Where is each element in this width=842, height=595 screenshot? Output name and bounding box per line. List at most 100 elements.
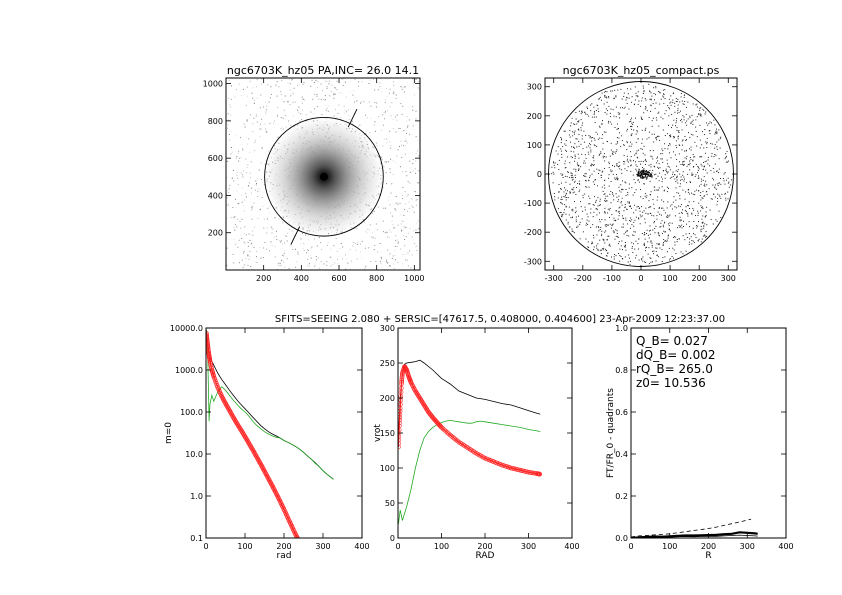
panel2-point [561, 203, 563, 205]
panel2-point [554, 199, 556, 201]
panel2-point [646, 195, 648, 197]
panel2-point [660, 176, 662, 178]
panel2-point [710, 198, 712, 200]
panel1-noise-pixel [340, 243, 342, 245]
panel1-noise-pixel [243, 210, 245, 212]
panel2-point [681, 118, 683, 120]
panel3-x-tick-label: 400 [354, 542, 369, 551]
panel1-noise-pixel [340, 92, 342, 94]
panel2-point [627, 201, 629, 203]
panel2-point [599, 229, 601, 231]
panel2-point [568, 226, 570, 228]
panel2-point [667, 171, 669, 173]
panel2-point [627, 93, 629, 95]
panel1-noise-pixel [381, 91, 383, 93]
panel1-noise-pixel [414, 191, 416, 193]
panel2-point [664, 221, 666, 223]
panel2-point [701, 238, 703, 240]
panel1-noise-pixel [319, 267, 321, 269]
panel1-noise-pixel [276, 85, 278, 87]
panel2-point [664, 256, 666, 258]
panel1-noise-pixel [401, 88, 403, 90]
panel1-noise-pixel [369, 79, 371, 81]
panel2-point [585, 180, 587, 182]
panel2-point [578, 180, 580, 182]
panel2-point [615, 95, 617, 97]
panel2-point [598, 204, 600, 206]
panel1-noise-pixel [301, 109, 303, 111]
panel2-point [589, 203, 591, 205]
panel1-noise-pixel [403, 130, 405, 132]
panel2-point [702, 168, 704, 170]
panel2-point [696, 227, 698, 229]
panel2-point [583, 141, 585, 143]
panel2-point [626, 113, 628, 115]
panel2-point [692, 227, 694, 229]
panel1-noise-pixel [386, 232, 388, 234]
panel1-noise-pixel [384, 101, 386, 103]
panel1-noise-pixel [383, 111, 385, 113]
panel2-point [616, 196, 618, 198]
panel1-noise-pixel [345, 258, 347, 260]
panel1-noise-pixel [298, 106, 300, 108]
panel2-point [621, 169, 623, 171]
panel2-point [693, 201, 695, 203]
panel1-noise-pixel [417, 87, 419, 89]
panel2-point [605, 91, 607, 93]
panel4-x-tick-label: 300 [521, 542, 536, 551]
panel2-point [605, 226, 607, 228]
panel4-series-marker-2 [443, 428, 449, 434]
panel2-point [709, 132, 711, 134]
panel2-point [691, 212, 693, 214]
panel2-point [718, 168, 720, 170]
panel2-point [702, 108, 704, 110]
panel2-point [682, 174, 684, 176]
panel2-point [688, 148, 690, 150]
panel2-point [709, 165, 711, 167]
panel2-point [659, 92, 661, 94]
panel3-series-marker-2 [249, 445, 254, 451]
panel2-point [654, 227, 656, 229]
panel1-noise-pixel [300, 243, 302, 245]
panel1-noise-pixel [406, 120, 408, 122]
panel1-noise-pixel [328, 83, 330, 85]
panel2-point [633, 212, 635, 214]
panel2-point [675, 125, 677, 127]
panel1-noise-pixel [276, 115, 278, 117]
panel2-point [557, 197, 559, 199]
panel1-noise-pixel [306, 265, 308, 267]
panel4-series-marker-2 [398, 417, 402, 423]
panel2-point [593, 246, 595, 248]
panel2-point [653, 221, 655, 223]
panel2-point [626, 234, 628, 236]
panel2-point [651, 95, 653, 97]
panel1-noise-pixel [235, 207, 237, 209]
panel2-point [581, 218, 583, 220]
panel1-noise-pixel [406, 116, 408, 118]
panel2-point [623, 144, 625, 146]
panel2-center-point [650, 174, 652, 176]
panel2-center-point [642, 171, 644, 173]
panel2-point [667, 187, 669, 189]
panel2-point [601, 219, 603, 221]
panel2-point [621, 215, 623, 217]
panel3-series-marker-2 [297, 539, 301, 543]
panel1-noise-pixel [245, 258, 247, 260]
panel2-point [558, 191, 560, 193]
panel3-series-marker-2 [227, 409, 233, 414]
panel1-noise-pixel [413, 190, 415, 192]
panel2-point [571, 177, 573, 179]
panel1-noise-pixel [271, 227, 273, 229]
panel2-center-point [644, 174, 646, 176]
panel2-point [676, 127, 678, 129]
panel1-noise-pixel [265, 101, 267, 103]
panel2-point [561, 153, 563, 155]
panel2-point [672, 201, 674, 203]
panel2-point [642, 87, 644, 89]
panel2-point [712, 167, 714, 169]
panel3-series-line-2 [206, 333, 299, 538]
panel1-noise-pixel [256, 79, 258, 81]
panel1-noise-pixel [274, 245, 276, 247]
panel2-point [593, 113, 595, 115]
panel1-noise-pixel [345, 254, 347, 256]
